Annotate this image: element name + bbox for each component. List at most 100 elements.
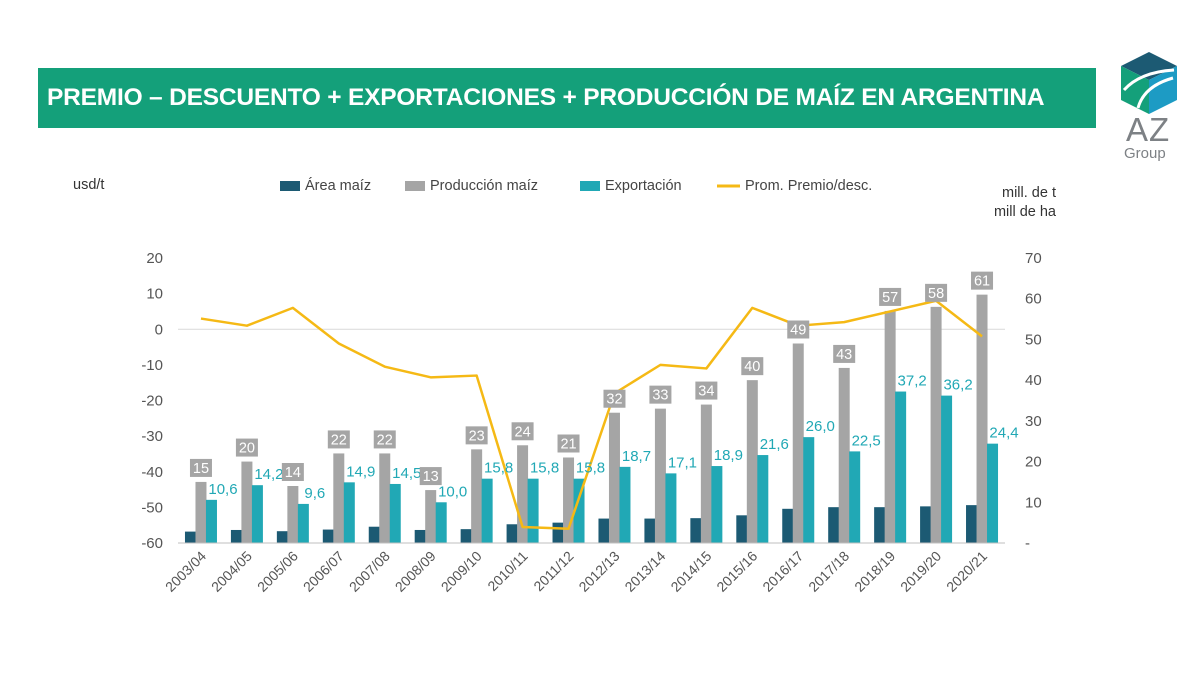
left-tick-label: -40: [141, 464, 163, 481]
legend: Área maíz Producción maíz Exportación Pr…: [280, 177, 872, 194]
legend-label-premio: Prom. Premio/desc.: [745, 178, 872, 194]
category-label: 2006/07: [300, 548, 347, 595]
page-title: PREMIO – DESCUENTO + EXPORTACIONES + PRO…: [47, 84, 1045, 111]
produccion-label-bg: [419, 467, 442, 486]
exportacion-data-label: 18,7: [622, 448, 651, 465]
produccion-data-label: 15: [193, 461, 209, 477]
left-tick-label: 20: [146, 250, 163, 267]
bar-area-2013/14: [644, 518, 656, 543]
right-axis-label-2: mill de ha: [994, 204, 1057, 220]
produccion-label-bg: [189, 458, 212, 477]
produccion-data-label: 40: [744, 359, 760, 375]
produccion-data-label: 21: [560, 437, 576, 453]
bar-produccion-2008/09: [425, 490, 437, 543]
bar-area-2018/19: [874, 507, 886, 543]
category-label: 2009/10: [438, 548, 485, 595]
right-tick-label: -: [1025, 535, 1030, 552]
category-label: 2018/19: [851, 548, 898, 595]
logo-text: AZ: [1126, 111, 1171, 148]
produccion-label-bg: [511, 422, 534, 441]
category-labels: 2003/042004/052005/062006/072007/082008/…: [162, 548, 990, 595]
bar-produccion-2003/04: [195, 481, 207, 543]
bar-area-2015/16: [736, 515, 748, 543]
bar-exportacion-2011/12: [573, 478, 585, 543]
bar-area-2006/07: [322, 529, 334, 543]
legend-label-produccion: Producción maíz: [430, 178, 538, 194]
bar-produccion-2014/15: [700, 404, 712, 543]
produccion-label-bg: [971, 271, 994, 290]
right-axis-ticks: 70 60 50 40 30 20 10 -: [1025, 250, 1042, 552]
exportacion-data-label: 15,8: [530, 460, 559, 477]
exportacion-data-label: 15,8: [576, 460, 605, 477]
category-label: 2007/08: [346, 548, 393, 595]
category-label: 2015/16: [713, 548, 760, 595]
produccion-label-bg: [235, 438, 258, 457]
bar-produccion-2015/16: [746, 380, 758, 543]
bar-area-2008/09: [414, 529, 426, 543]
bar-area-2007/08: [368, 526, 380, 543]
exportacion-data-label: 9,6: [304, 485, 325, 502]
category-label: 2019/20: [897, 548, 944, 595]
exportacion-data-label: 24,4: [989, 425, 1018, 442]
exportacion-data-label: 22,5: [852, 432, 881, 449]
produccion-data-label: 58: [928, 286, 944, 302]
bar-exportacion-2010/11: [527, 478, 539, 543]
bar-exportacion-2019/20: [941, 395, 953, 543]
produccion-label-bg: [557, 434, 580, 453]
bar-produccion-2010/11: [517, 445, 529, 543]
bar-area-2010/11: [506, 524, 518, 543]
category-label: 2014/15: [667, 548, 714, 595]
produccion-data-label: 34: [698, 384, 714, 400]
exportacion-data-label: 14,2: [254, 466, 283, 483]
left-tick-label: -10: [141, 357, 163, 374]
exportacion-data-label: 26,0: [806, 418, 835, 435]
left-axis-label: usd/t: [73, 177, 104, 193]
bar-area-2017/18: [828, 507, 840, 543]
left-tick-label: -30: [141, 428, 163, 445]
az-group-logo-icon: [1121, 52, 1177, 114]
bar-produccion-2004/05: [241, 461, 253, 543]
category-label: 2005/06: [254, 548, 301, 595]
category-label: 2016/17: [759, 548, 806, 595]
bar-area-2009/10: [460, 529, 472, 543]
left-tick-label: -20: [141, 393, 163, 410]
exportacion-data-label: 36,2: [943, 377, 972, 394]
produccion-data-label: 22: [377, 432, 393, 448]
bar-exportacion-2008/09: [435, 502, 447, 543]
produccion-data-label: 49: [790, 323, 806, 339]
right-tick-label: 70: [1025, 250, 1042, 267]
bar-produccion-2019/20: [930, 306, 942, 543]
bar-exportacion-2017/18: [849, 451, 861, 543]
bar-exportacion-2013/14: [665, 473, 677, 543]
exportacion-data-label: 17,1: [668, 454, 697, 471]
produccion-label-bg: [373, 430, 396, 449]
bar-area-2012/13: [598, 518, 610, 543]
bar-produccion-2013/14: [654, 408, 666, 543]
bar-produccion-2017/18: [838, 367, 850, 543]
produccion-data-label: 61: [974, 274, 990, 290]
left-tick-label: 10: [146, 286, 163, 303]
left-axis-ticks: 20 10 0 -10 -20 -30 -40 -50 -60: [141, 250, 163, 552]
premio-line: [200, 299, 983, 530]
exportacion-data-label: 10,6: [208, 481, 237, 498]
bar-exportacion-2005/06: [297, 503, 309, 543]
bar-area-2005/06: [276, 531, 288, 543]
bar-exportacion-2007/08: [389, 483, 401, 543]
category-label: 2011/12: [530, 548, 577, 595]
bar-area-2016/17: [782, 508, 794, 543]
bar-produccion-2016/17: [792, 343, 804, 543]
produccion-label-bg: [603, 389, 626, 408]
bar-area-2014/15: [690, 518, 702, 543]
left-tick-label: -50: [141, 499, 163, 516]
produccion-data-label: 22: [331, 432, 347, 448]
category-label: 2008/09: [392, 548, 439, 595]
bar-exportacion-2012/13: [619, 466, 631, 543]
produccion-data-label: 57: [882, 290, 898, 306]
bar-produccion-2007/08: [379, 453, 391, 543]
exportacion-data-label: 21,6: [760, 436, 789, 453]
exportacion-data-label: 14,9: [346, 463, 375, 480]
bar-exportacion-2016/17: [803, 437, 815, 543]
produccion-label-bg: [281, 463, 304, 481]
produccion-label-bg: [465, 426, 488, 445]
produccion-data-label: 13: [423, 469, 439, 485]
